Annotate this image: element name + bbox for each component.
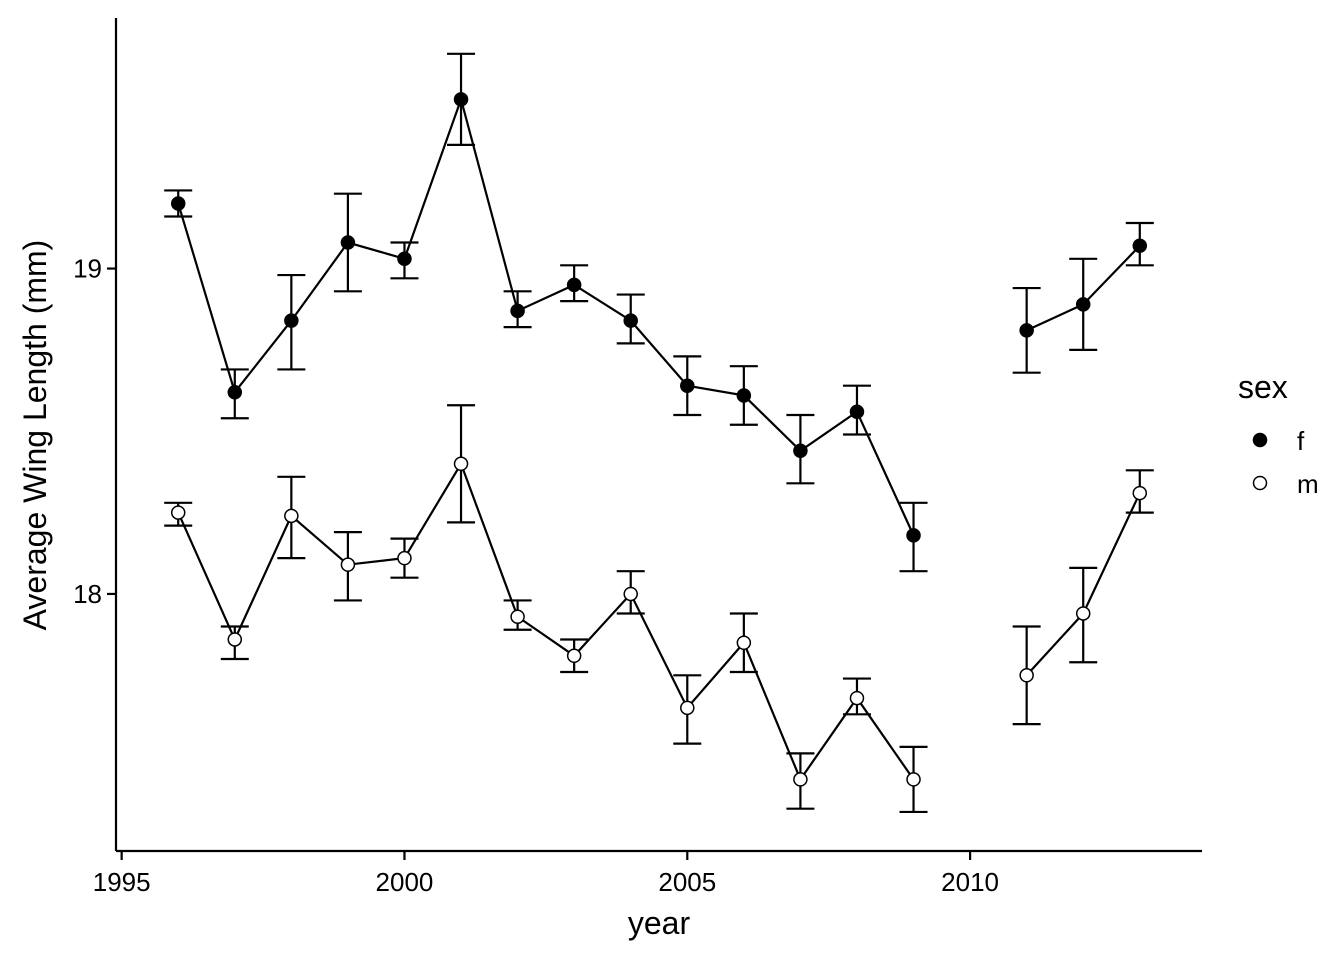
y-tick-label: 19 [73, 254, 102, 284]
data-point-m [170, 505, 186, 520]
legend: sex fm [1238, 369, 1319, 499]
data-point-m [397, 550, 412, 566]
data-point-f [397, 251, 412, 267]
data-point-f [1075, 297, 1091, 312]
y-tick-label: 18 [73, 579, 102, 609]
x-tick-label: 2000 [376, 867, 434, 897]
plot-area [164, 52, 1154, 814]
data-point-m [793, 772, 808, 787]
x-axis-title: year [628, 905, 691, 941]
data-point-m [227, 632, 243, 647]
series-line-m [177, 461, 915, 782]
series-line-f [177, 95, 915, 536]
data-point-f [906, 528, 921, 543]
legend-title: sex [1238, 369, 1288, 405]
data-point-m [510, 609, 525, 624]
legend-key-f [1252, 432, 1268, 448]
data-point-m [906, 772, 921, 787]
data-point-f [1132, 238, 1148, 254]
data-point-m [680, 700, 695, 716]
data-point-f [736, 388, 752, 403]
data-point-f [227, 384, 243, 400]
legend-label-m: m [1297, 469, 1319, 499]
data-point-f [284, 313, 299, 328]
data-point-f [793, 443, 808, 459]
data-point-m [849, 690, 865, 706]
x-tick-label: 2010 [941, 867, 999, 897]
x-tick-label: 1995 [93, 867, 151, 897]
series-m [164, 404, 1154, 814]
data-point-f [453, 92, 469, 107]
series-f [164, 52, 1154, 573]
data-point-m [1019, 668, 1034, 683]
data-point-m [1132, 485, 1148, 501]
data-point-f [1019, 323, 1034, 338]
data-point-f [510, 303, 525, 319]
data-point-m [284, 508, 299, 524]
x-tick-label: 2005 [658, 867, 716, 897]
data-point-m [453, 456, 469, 472]
data-point-m [736, 635, 752, 650]
axes: 1995 2000 2005 2010 18 19 [73, 18, 1202, 897]
data-point-f [340, 235, 356, 250]
data-point-f [680, 378, 695, 393]
data-point-m [340, 557, 356, 572]
y-axis-title: Average Wing Length (mm) [17, 240, 53, 631]
data-point-m [623, 586, 638, 602]
data-point-m [1075, 606, 1091, 621]
data-point-f [170, 196, 186, 211]
data-point-f [849, 404, 865, 419]
data-point-f [623, 313, 638, 328]
legend-label-f: f [1297, 426, 1305, 456]
data-point-m [566, 648, 582, 664]
data-point-f [566, 277, 582, 293]
legend-key-m [1252, 475, 1268, 491]
